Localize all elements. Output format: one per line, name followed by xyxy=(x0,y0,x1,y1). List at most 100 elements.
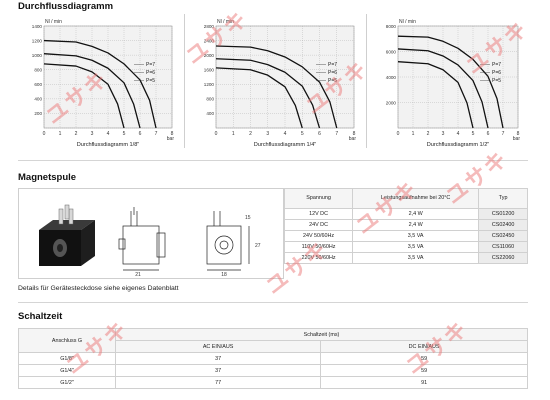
y-tick-label: 600 xyxy=(34,82,42,87)
voltage-cell: 24V DC xyxy=(283,219,354,231)
flow-chart-1-4-panel: 0 1 2 3 4 5 6 7 8 400 800 1200 1600 2000 2400 2800 Nl / … xyxy=(190,14,367,148)
legend-label: P=6 xyxy=(146,70,155,76)
ac-time-cell: 77 xyxy=(114,376,322,389)
legend-label: P=6 xyxy=(492,70,501,76)
x-tick-label: 5 xyxy=(301,131,304,137)
x-tick-label: 3 xyxy=(442,131,445,137)
y-tick-label: 2000 xyxy=(386,100,397,105)
y-tick-label: 800 xyxy=(206,97,214,102)
y-tick-label: 4000 xyxy=(386,75,397,80)
x-tick-label: 0 xyxy=(397,131,400,137)
x-tick-label: 0 xyxy=(215,131,218,137)
type-cell: CS02450 xyxy=(478,230,528,242)
x-tick-label: 5 xyxy=(123,131,126,137)
y-tick-label: 1200 xyxy=(204,82,215,87)
dc-time-cell: 59 xyxy=(320,364,528,377)
x-axis-label: Durchflussdiagramm 1/4" xyxy=(254,142,317,148)
y-tick-label: 800 xyxy=(34,68,42,73)
voltage-cell: 12V DC xyxy=(283,208,354,220)
x-axis-label: Durchflussdiagramm 1/2" xyxy=(427,142,490,148)
voltage-cell: 110V 50/60Hz xyxy=(283,241,354,253)
table-row: G1/8" 37 59 xyxy=(18,352,528,365)
connection-cell: G1/2" xyxy=(18,376,116,389)
x-unit-label: bar xyxy=(513,136,521,142)
series-line-P6 xyxy=(43,53,141,129)
y-axis-label: Nl / min xyxy=(45,19,62,25)
column-header-switching-time: Schaltzeit (ms) xyxy=(115,328,528,341)
coil-spec-table: Spannung Leistungsaufnahme bei 20°C Typ … xyxy=(283,188,528,264)
x-tick-label: 1 xyxy=(412,131,415,137)
dimension-label: 18 xyxy=(221,272,227,278)
x-tick-label: 5 xyxy=(472,131,475,137)
flow-chart-1-2-panel: 0 1 2 3 4 5 6 7 8 2000 4000 6000 8000 Nl / min bar Durc… xyxy=(372,14,530,148)
column-header-dc: DC EIN/AUS xyxy=(320,340,528,353)
type-cell: CS02400 xyxy=(478,219,528,231)
y-tick-label: 2800 xyxy=(204,24,215,29)
y-axis-label: Nl / min xyxy=(217,19,234,25)
y-tick-label: 2000 xyxy=(204,53,215,58)
dc-time-cell: 59 xyxy=(320,352,528,365)
type-cell: CS11060 xyxy=(478,241,528,253)
table-header-row: Spannung Leistungsaufnahme bei 20°C Typ xyxy=(283,188,528,209)
table-header-row: Anschluss G Schaltzeit (ms) xyxy=(18,328,528,353)
column-header-voltage: Spannung xyxy=(283,188,354,209)
coil-drawings: 21 18 27 15 xyxy=(39,204,261,278)
x-tick-label: 4 xyxy=(107,131,110,137)
series-line-P5 xyxy=(215,67,303,129)
legend-label: P=7 xyxy=(328,62,337,68)
switch-section-title: Schaltzeit xyxy=(18,311,63,322)
table-row: 110V 50/60Hz 3,5 VA CS11060 xyxy=(283,241,528,253)
x-tick-label: 0 xyxy=(43,131,46,137)
y-tick-label: 200 xyxy=(34,111,42,116)
connection-cell: G1/4" xyxy=(18,364,116,377)
legend-label: P=5 xyxy=(492,78,501,84)
power-cell: 2,4 W xyxy=(352,219,480,231)
table-row: 24V 50/60Hz 3,5 VA CS02450 xyxy=(283,230,528,242)
series-line-P7 xyxy=(397,35,504,129)
x-tick-label: 6 xyxy=(139,131,142,137)
flow-chart-1-8-panel: 0 1 2 3 4 5 6 7 8 200 400 600 800 1000 1200 1400 Nl / mi… xyxy=(18,14,185,148)
y-tick-label: 8000 xyxy=(386,24,397,29)
power-cell: 3,5 VA xyxy=(352,230,480,242)
y-tick-label: 1600 xyxy=(204,68,215,73)
series-line-P5 xyxy=(43,63,125,129)
legend-label: P=5 xyxy=(328,78,337,84)
table-row: 24V DC 2,4 W CS02400 xyxy=(283,219,528,231)
socket-datasheet-note: Details für Gerätesteckdose siehe eigene… xyxy=(18,285,179,292)
connection-cell: G1/8" xyxy=(18,352,116,365)
dimension-label: 27 xyxy=(255,243,261,249)
x-tick-label: 7 xyxy=(155,131,158,137)
type-cell: CS22060 xyxy=(478,252,528,264)
y-tick-label: 1200 xyxy=(32,38,43,43)
coil-side-view-drawing xyxy=(118,207,166,271)
x-unit-label: bar xyxy=(167,136,175,142)
dc-time-cell: 91 xyxy=(320,376,528,389)
series-line-P7 xyxy=(43,39,157,129)
x-axis-label: Durchflussdiagramm 1/8" xyxy=(77,142,140,148)
x-tick-label: 4 xyxy=(284,131,287,137)
x-tick-label: 8 xyxy=(353,131,356,137)
type-cell: CS01200 xyxy=(478,208,528,220)
x-unit-label: bar xyxy=(349,136,357,142)
x-tick-label: 7 xyxy=(335,131,338,137)
x-tick-label: 7 xyxy=(502,131,505,137)
table-row: G1/4" 37 59 xyxy=(18,364,528,377)
series-line-P5 xyxy=(397,61,474,129)
power-cell: 3,5 VA xyxy=(352,241,480,253)
flow-section-title: Durchflussdiagramm xyxy=(18,1,114,12)
y-tick-label: 2400 xyxy=(204,38,215,43)
dimension-label: 15 xyxy=(245,215,251,221)
series-line-P6 xyxy=(215,58,321,129)
x-tick-label: 2 xyxy=(75,131,78,137)
table-row: 220V 50/60Hz 3,5 VA CS22060 xyxy=(283,252,528,264)
legend-label: P=7 xyxy=(492,62,501,68)
series-line-P6 xyxy=(397,48,489,129)
table-row: 12V DC 2,4 W CS01200 xyxy=(283,208,528,220)
y-tick-label: 400 xyxy=(206,111,214,116)
y-tick-label: 6000 xyxy=(386,49,397,54)
voltage-cell: 220V 50/60Hz xyxy=(283,252,354,264)
coil-illustration-box: 21 18 27 15 xyxy=(18,188,284,279)
x-tick-label: 8 xyxy=(517,131,520,137)
